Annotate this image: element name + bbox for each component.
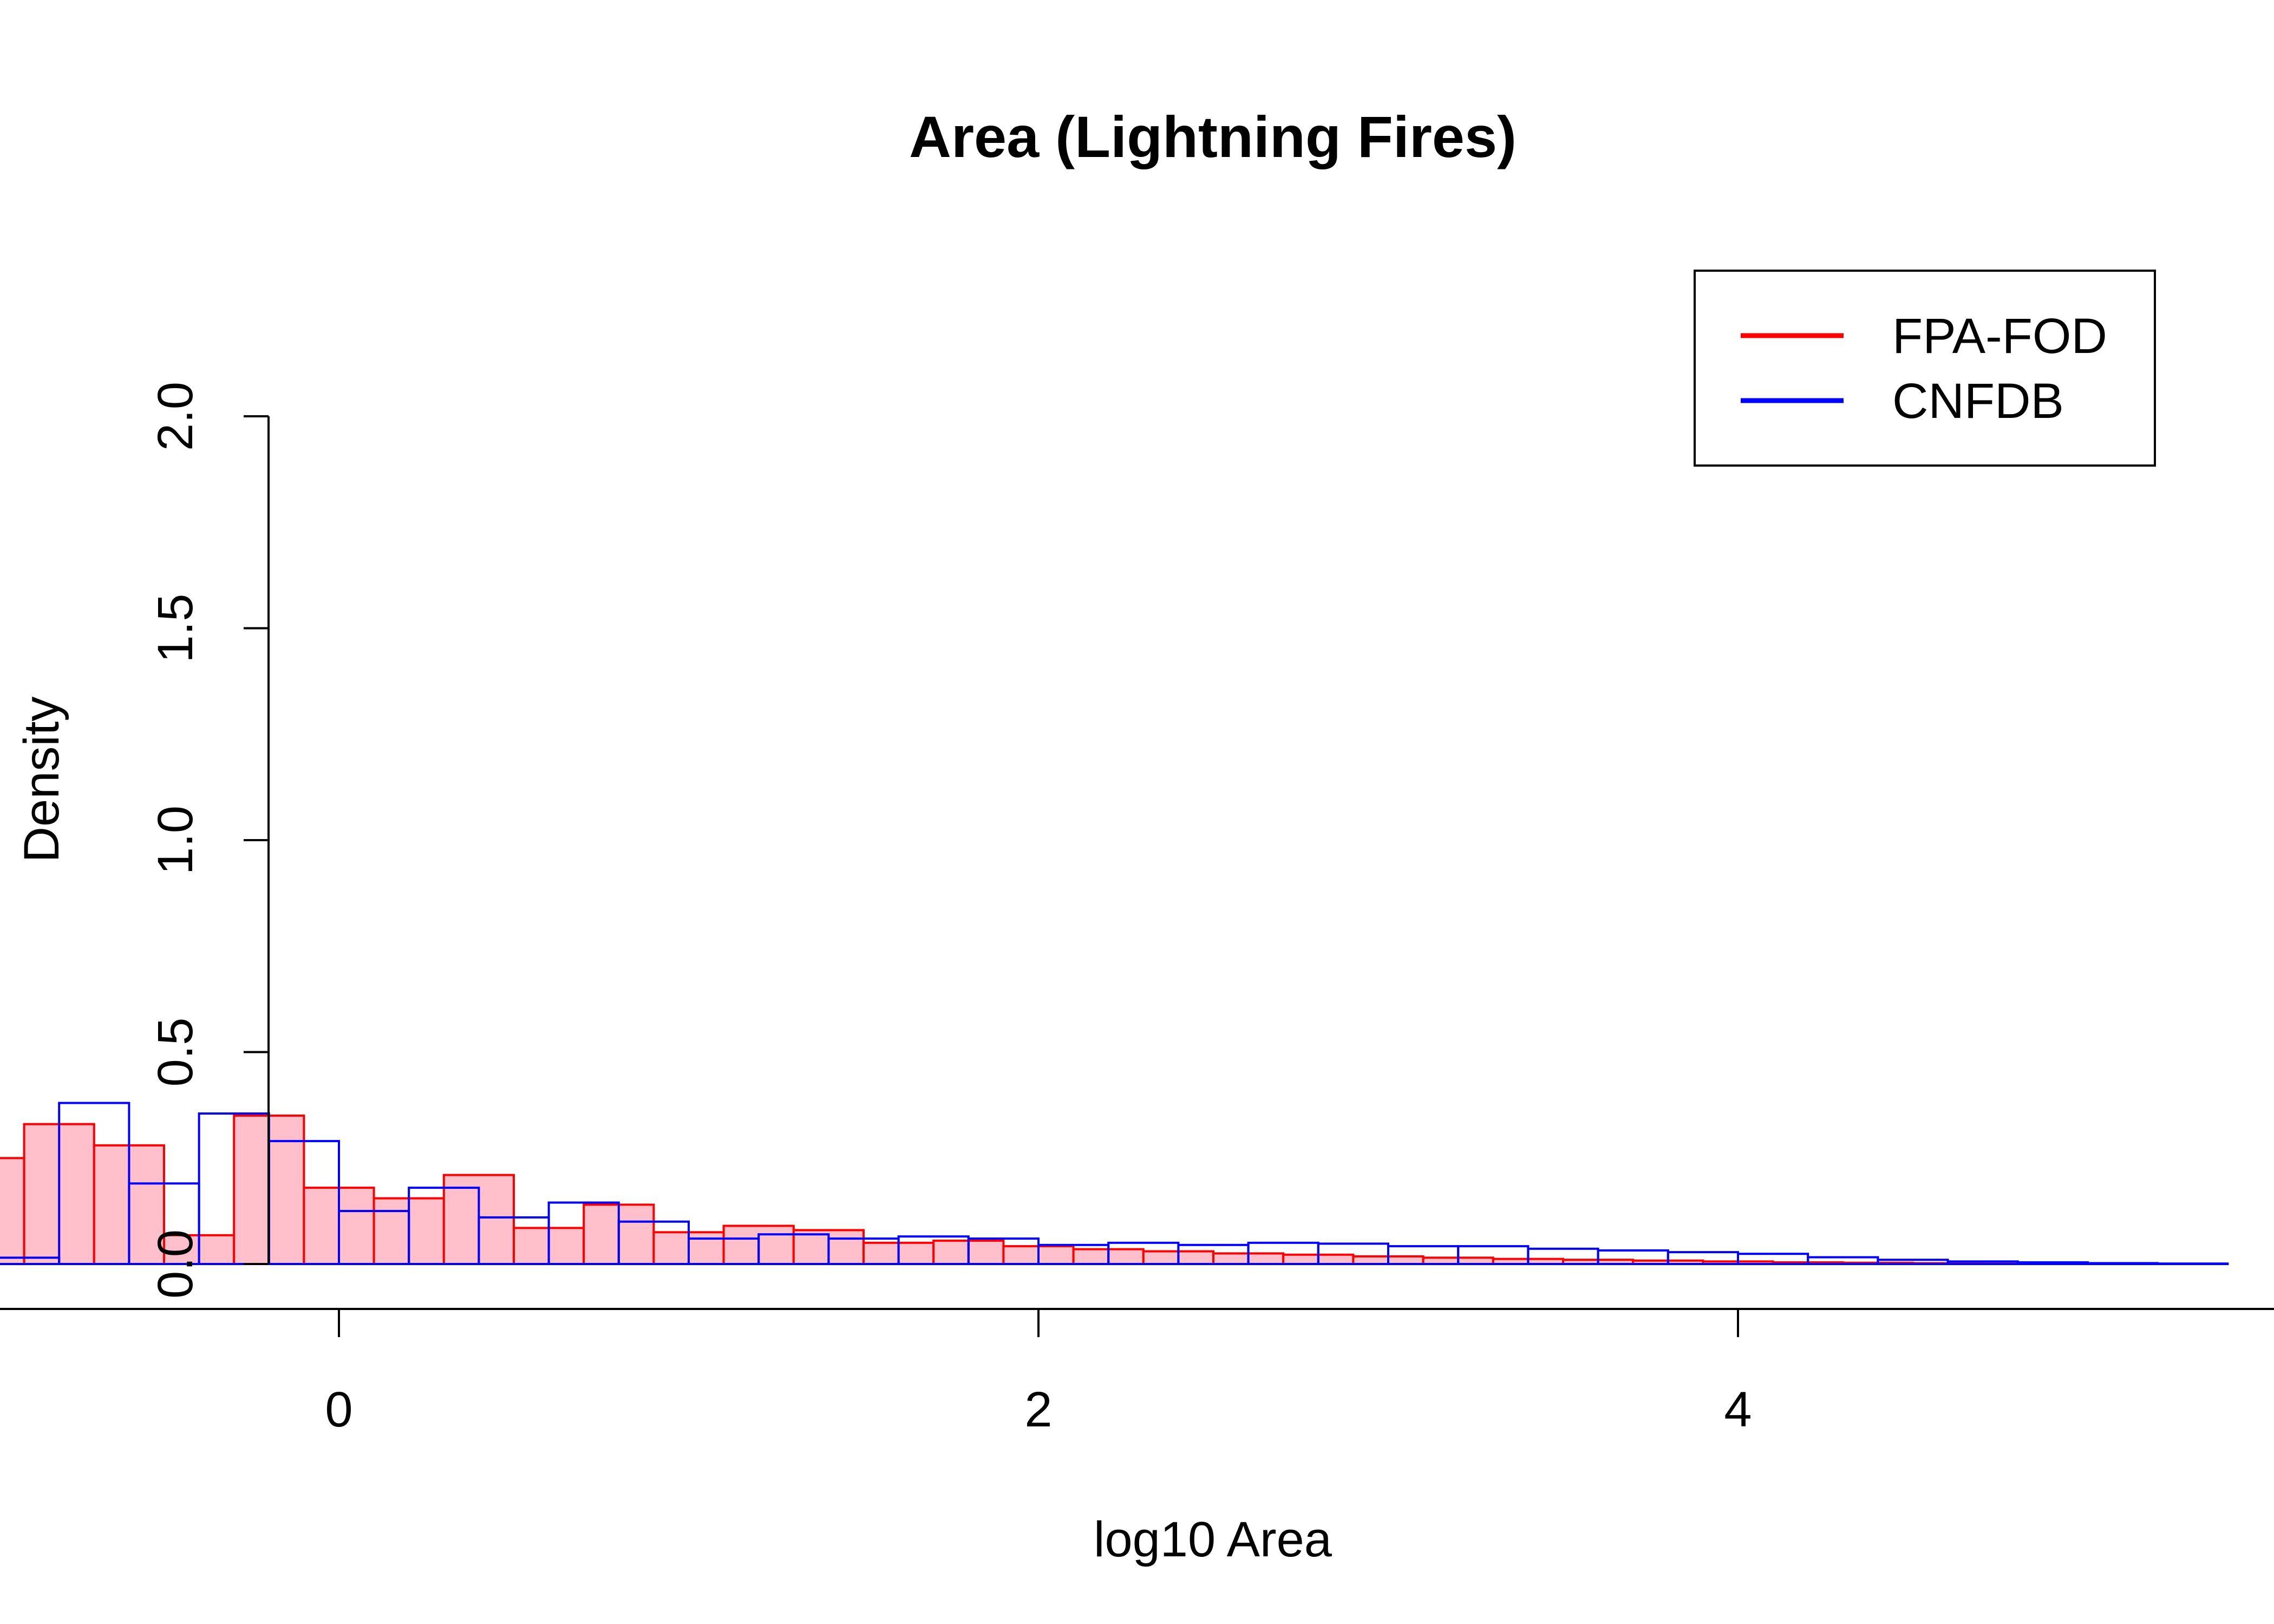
legend-box (1694, 270, 2156, 467)
y-axis: 0.0 0.5 1.0 1.5 2.0 (148, 382, 270, 1299)
x-tick-label: 0 (325, 1382, 352, 1437)
cnfdb-bar (2157, 1262, 2229, 1265)
fpa-fod-bar (0, 1157, 25, 1266)
legend-label-fpa-fod: FPA-FOD (1892, 309, 2107, 364)
cnfdb-bar (1807, 1256, 1879, 1265)
y-tick-label: 2.0 (148, 382, 203, 451)
y-tick-label: 0.5 (148, 1018, 203, 1087)
legend-label-cnfdb: CNFDB (1892, 374, 2064, 429)
chart-title: Area (Lightning Fires) (909, 104, 1517, 169)
y-tick-label: 0.0 (148, 1229, 203, 1299)
x-tick-label: 2 (1024, 1382, 1052, 1437)
cnfdb-bar (2016, 1261, 2089, 1265)
y-axis-label: Density (14, 697, 69, 863)
y-tick-label: 1.5 (148, 594, 203, 663)
cnfdb-bar (2087, 1262, 2159, 1265)
y-tick-label: 1.0 (148, 806, 203, 875)
x-tick-label: 4 (1724, 1382, 1752, 1437)
x-axis: -4-20246 (0, 1308, 2274, 1437)
legend: FPA-FOD CNFDB (1694, 270, 2156, 467)
cnfdb-bars (0, 1102, 2229, 1266)
x-axis-label: log10 Area (1094, 1512, 1332, 1567)
